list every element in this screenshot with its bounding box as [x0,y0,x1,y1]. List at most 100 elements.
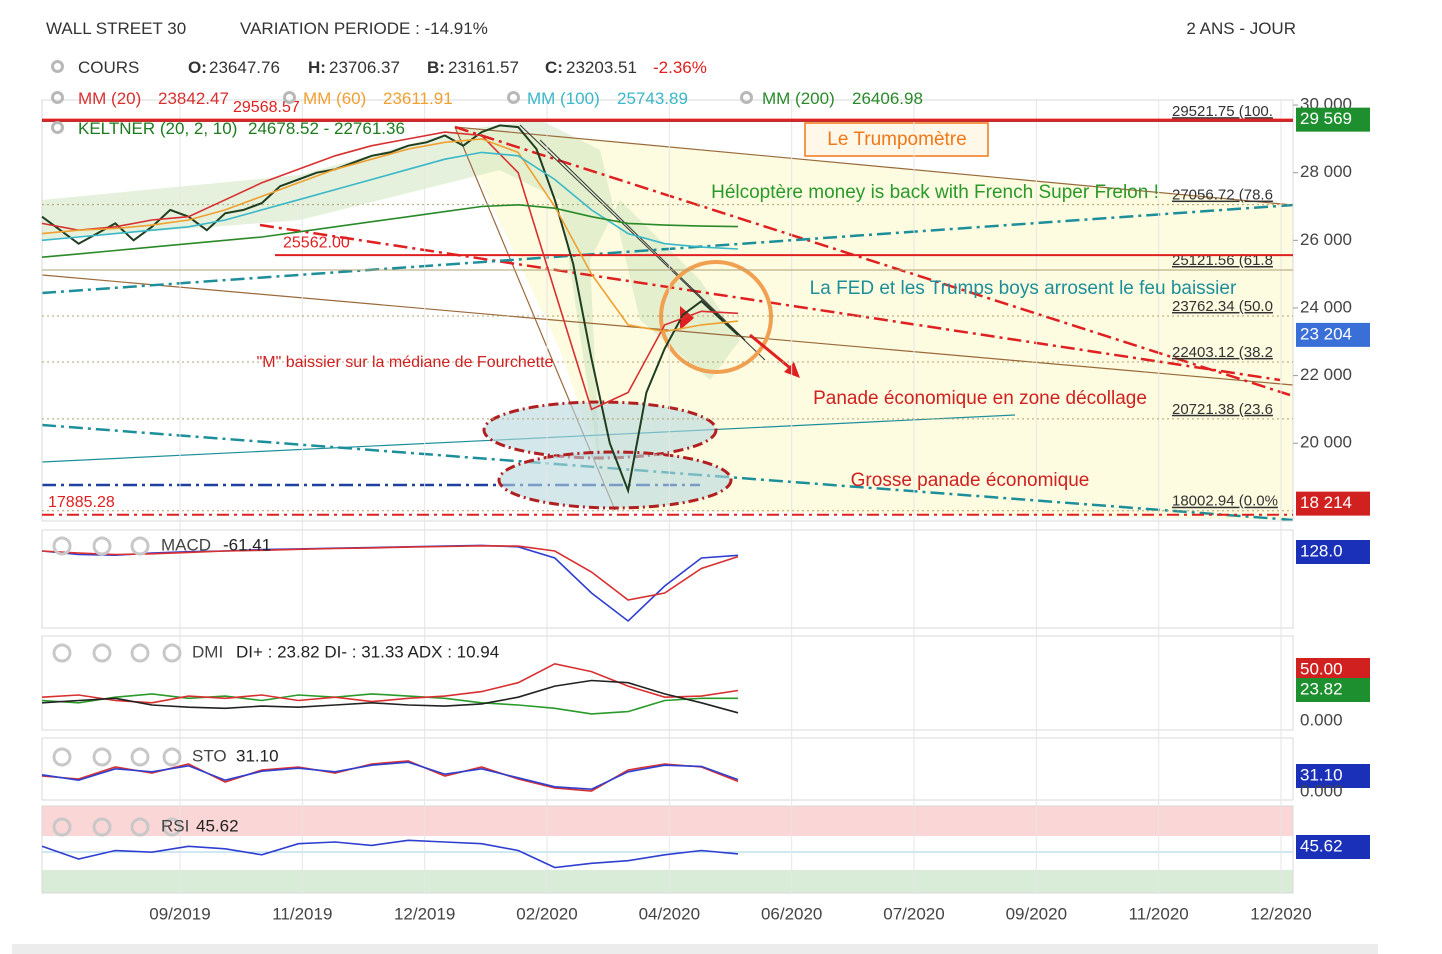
gear-icon [51,121,64,134]
trend-line [454,125,1291,397]
gear-icon [51,91,64,104]
panel-icon [92,536,112,556]
fib-label: 18002.94 (0.0% [1172,493,1278,510]
series-line [41,662,739,704]
price-badge-label: 29 569 [1300,109,1352,128]
price-badge [1296,491,1370,516]
fork-line [41,274,1294,386]
value-badge-label: 0.000 [1300,710,1343,729]
indicator-name: RSI [161,816,189,835]
ohlc-key: O: [188,58,207,77]
annotation: Hélcoptère money is back with French Sup… [711,182,1159,203]
x-tick-label: 11/2019 [272,904,332,923]
fib-label: 23762.34 (50.0 [1172,298,1273,315]
panel-icon [52,643,72,663]
x-tick-label: 12/2019 [394,904,455,923]
series-line [41,679,739,714]
price-badge-label: 23 204 [1300,324,1352,343]
gear-icon [507,91,520,104]
ohlc-key: H: [308,58,326,77]
value-badge-label: 45.62 [1300,836,1343,855]
gear-icon [51,60,64,73]
panel-icon [92,747,112,767]
trend-line [41,203,1294,295]
series-label: COURS [78,58,140,77]
fork-line [454,126,1294,206]
footer-strip [12,944,1378,954]
series-line [41,131,739,411]
panel-icon [162,747,182,767]
y-tick-label: 20 000 [1300,433,1352,452]
ohlc-key: B: [427,58,445,77]
x-tick-label: 04/2020 [639,904,700,923]
value-badge-label: 0.000 [1300,781,1343,800]
panel-frame [41,529,1294,629]
ma-label: MM (100) [527,89,600,108]
zone-ellipse [482,400,718,460]
fib-label: 22403.12 (38.2 [1172,344,1273,361]
annotation: La FED et les Trumps boys arrosent le fe… [810,278,1237,299]
price-label: 17885.28 [48,494,115,511]
x-tick-label: 11/2020 [1129,904,1189,923]
annotation-box [804,122,989,157]
series-line [41,124,739,495]
x-tick-label: 06/2020 [761,904,822,923]
trend-line [539,139,746,341]
panel-icon [162,817,182,837]
gear-icon [740,91,753,104]
rsi-oversold [42,870,1293,893]
indicator-name: MACD [161,535,211,554]
panel-icon [130,817,150,837]
fib-label: 25121.56 (61.8 [1172,252,1273,269]
price-badge [1296,107,1370,132]
indicator-readout: -61.41 [223,535,271,554]
panel-icon [92,817,112,837]
series-line [41,203,739,258]
x-tick-label: 09/2020 [1006,904,1067,923]
x-tick-label: 12/2020 [1250,904,1311,923]
indicator-readout: 31.10 [236,746,279,765]
title: WALL STREET 30 [46,19,187,38]
ma-value: 23611.91 [383,89,453,108]
keltner-label: KELTNER (20, 2, 10) [78,119,238,138]
series-line [41,138,739,333]
rsi-overbought [42,806,1293,836]
series-line [41,761,739,791]
period: 2 ANS - JOUR [1186,19,1296,38]
panel-frame [41,737,1294,801]
price-label: 29568.57 [233,99,300,116]
indicator-name: STO [192,746,227,765]
zone-ellipse [497,450,733,510]
panel-frame [41,805,1294,894]
keltner-band [42,120,740,470]
ma-value: 26406.98 [852,89,923,108]
value-badge [1296,835,1370,859]
ma-value: 25743.89 [617,89,688,108]
arrow-head [680,306,694,330]
indicator-readout: 45.62 [196,816,239,835]
value-badge-label: 50.00 [1300,659,1343,678]
ma-value: 23842.47 [158,89,229,108]
x-tick-label: 07/2020 [883,904,944,923]
value-badge [1296,678,1370,702]
ma-label: MM (20) [78,89,142,108]
panel-icon [130,747,150,767]
value-badge [1296,764,1370,788]
panel-frame [41,635,1294,731]
ma-label: MM (60) [303,89,367,108]
gear-icon [283,91,296,104]
series-line [41,544,739,623]
trend-line [519,124,766,361]
ohlc-value: 23706.37 [329,58,400,77]
variation: VARIATION PERIODE : -14.91% [240,19,488,38]
ma-label: MM (200) [762,89,835,108]
keltner-value: 24678.52 - 22761.36 [248,119,405,138]
highlight-circle [659,260,773,374]
y-tick-label: 24 000 [1300,297,1352,316]
value-badge-label: 31.10 [1300,765,1343,784]
drawings [41,120,1294,893]
value-badge [1296,540,1370,564]
series-line [41,693,738,715]
